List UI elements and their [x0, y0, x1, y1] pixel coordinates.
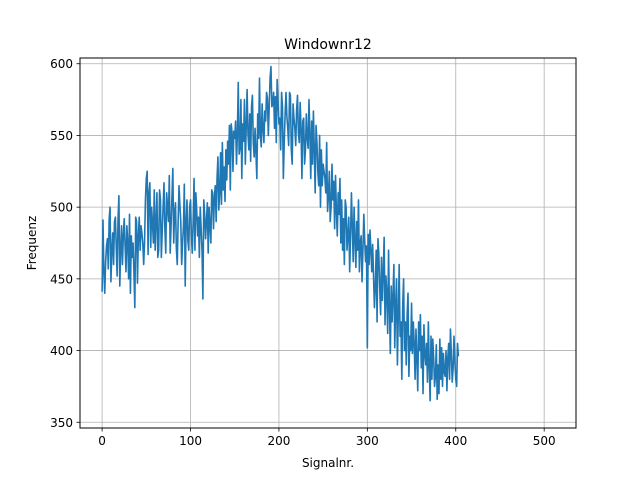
x-tick-label: 400 — [444, 434, 467, 448]
x-tick-label: 300 — [356, 434, 379, 448]
y-axis-label: Frequenz — [25, 216, 39, 271]
plot-area-frame — [79, 57, 577, 429]
y-tick-label: 550 — [50, 129, 73, 143]
y-tick-label: 350 — [50, 416, 73, 430]
x-tick-label: 200 — [267, 434, 290, 448]
x-axis-label: Signalnr. — [302, 456, 354, 470]
x-tick-label: 0 — [98, 434, 106, 448]
series-layer — [101, 65, 460, 402]
y-tick-label: 600 — [50, 57, 73, 71]
y-tick-label: 450 — [50, 272, 73, 286]
chart-title: Windownr12 — [284, 37, 372, 53]
x-tick-label: 100 — [179, 434, 202, 448]
y-tick-label: 500 — [50, 201, 73, 215]
x-tick-label: 500 — [533, 434, 556, 448]
y-tick-label: 400 — [50, 344, 73, 358]
axis-ticks: 0 100 200 300 400 500 350 400 450 500 550 600 — [50, 57, 556, 448]
series-line-0 — [101, 65, 460, 402]
